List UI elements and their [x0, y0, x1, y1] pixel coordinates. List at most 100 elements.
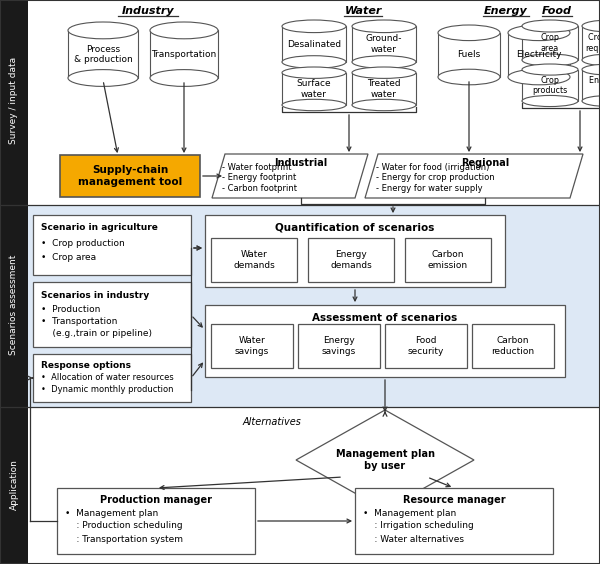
- FancyBboxPatch shape: [205, 305, 565, 377]
- Text: Carbon
reduction: Carbon reduction: [491, 336, 535, 356]
- Text: Energy
savings: Energy savings: [322, 336, 356, 356]
- Text: Assessment of scenarios: Assessment of scenarios: [313, 313, 458, 323]
- Text: Crop
area: Crop area: [541, 33, 560, 52]
- Ellipse shape: [352, 99, 416, 111]
- Text: Scenario in agriculture: Scenario in agriculture: [41, 223, 158, 232]
- FancyBboxPatch shape: [508, 33, 570, 77]
- Text: •  Production: • Production: [41, 305, 100, 314]
- Text: Process
& production: Process & production: [74, 45, 133, 64]
- FancyBboxPatch shape: [582, 26, 600, 60]
- Text: : Transportation system: : Transportation system: [65, 535, 183, 544]
- Text: Electricity: Electricity: [516, 50, 562, 59]
- Text: Survey / input data: Survey / input data: [10, 56, 19, 144]
- FancyBboxPatch shape: [355, 488, 553, 554]
- FancyBboxPatch shape: [472, 324, 554, 368]
- Ellipse shape: [582, 54, 600, 66]
- Ellipse shape: [522, 20, 578, 32]
- Ellipse shape: [438, 69, 500, 85]
- Text: Industrial: Industrial: [274, 158, 328, 168]
- FancyBboxPatch shape: [205, 215, 505, 287]
- FancyBboxPatch shape: [57, 488, 255, 554]
- Text: Water: Water: [344, 6, 382, 16]
- Text: Resource manager: Resource manager: [403, 495, 505, 505]
- FancyBboxPatch shape: [308, 238, 394, 282]
- Ellipse shape: [68, 22, 138, 39]
- Text: Energy for
food: Energy for food: [589, 76, 600, 95]
- Text: Industry: Industry: [122, 6, 175, 16]
- FancyBboxPatch shape: [28, 205, 600, 407]
- Polygon shape: [365, 154, 583, 198]
- Polygon shape: [212, 154, 368, 198]
- FancyBboxPatch shape: [211, 238, 297, 282]
- Text: Scenarios in industry: Scenarios in industry: [41, 290, 149, 299]
- FancyBboxPatch shape: [33, 215, 191, 275]
- Text: Crop water
requirement: Crop water requirement: [585, 33, 600, 52]
- FancyBboxPatch shape: [405, 238, 491, 282]
- Ellipse shape: [352, 67, 416, 78]
- Text: •  Management plan: • Management plan: [363, 509, 456, 518]
- Text: Energy
demands: Energy demands: [330, 250, 372, 270]
- Ellipse shape: [352, 20, 416, 33]
- Text: Supply-chain
management tool: Supply-chain management tool: [78, 165, 182, 187]
- Text: Application: Application: [10, 460, 19, 510]
- FancyBboxPatch shape: [522, 69, 578, 101]
- Text: Desalinated: Desalinated: [287, 39, 341, 49]
- Text: : Production scheduling: : Production scheduling: [65, 522, 182, 531]
- Text: Regional: Regional: [461, 158, 509, 168]
- Text: : Irrigation scheduling: : Irrigation scheduling: [363, 522, 474, 531]
- FancyBboxPatch shape: [522, 26, 578, 60]
- Text: Surface
water: Surface water: [296, 79, 331, 99]
- Ellipse shape: [438, 25, 500, 41]
- Ellipse shape: [150, 22, 218, 39]
- Ellipse shape: [68, 69, 138, 86]
- Text: Fuels: Fuels: [457, 50, 481, 59]
- Ellipse shape: [522, 54, 578, 66]
- Ellipse shape: [282, 99, 346, 111]
- Text: Scenarios assessment: Scenarios assessment: [10, 255, 19, 355]
- Text: •  Transportation: • Transportation: [41, 316, 118, 325]
- Text: •  Allocation of water resources: • Allocation of water resources: [41, 373, 174, 382]
- Text: (e.g.,train or pipeline): (e.g.,train or pipeline): [41, 328, 152, 337]
- Ellipse shape: [582, 20, 600, 32]
- Text: •  Crop production: • Crop production: [41, 240, 125, 249]
- Text: - Water for food (irrigation)
- Energy for crop production
- Energy for water su: - Water for food (irrigation) - Energy f…: [376, 163, 494, 193]
- Ellipse shape: [282, 20, 346, 33]
- Text: Food
security: Food security: [408, 336, 444, 356]
- Text: Energy: Energy: [484, 6, 528, 16]
- Ellipse shape: [522, 95, 578, 107]
- FancyBboxPatch shape: [33, 354, 191, 402]
- Ellipse shape: [282, 67, 346, 78]
- Ellipse shape: [582, 64, 600, 75]
- Ellipse shape: [352, 56, 416, 68]
- Text: Transportation: Transportation: [151, 50, 217, 59]
- FancyBboxPatch shape: [0, 0, 28, 564]
- FancyBboxPatch shape: [582, 69, 600, 101]
- Text: Water
demands: Water demands: [233, 250, 275, 270]
- Text: Quantification of scenarios: Quantification of scenarios: [275, 223, 434, 233]
- Text: Alternatives: Alternatives: [242, 417, 301, 427]
- Text: Water
savings: Water savings: [235, 336, 269, 356]
- FancyBboxPatch shape: [60, 155, 200, 197]
- Text: •  Management plan: • Management plan: [65, 509, 158, 518]
- Text: Food: Food: [542, 6, 572, 16]
- Ellipse shape: [582, 95, 600, 107]
- Text: Production manager: Production manager: [100, 495, 212, 505]
- Text: : Water alternatives: : Water alternatives: [363, 535, 464, 544]
- Polygon shape: [296, 410, 474, 510]
- FancyBboxPatch shape: [438, 33, 500, 77]
- FancyBboxPatch shape: [28, 0, 600, 205]
- Text: Response options: Response options: [41, 360, 131, 369]
- Ellipse shape: [282, 56, 346, 68]
- Text: •  Dynamic monthly production: • Dynamic monthly production: [41, 386, 173, 394]
- Text: Ground-
water: Ground- water: [366, 34, 402, 54]
- Ellipse shape: [150, 69, 218, 86]
- FancyBboxPatch shape: [352, 73, 416, 105]
- FancyBboxPatch shape: [68, 30, 138, 78]
- Ellipse shape: [522, 64, 578, 75]
- FancyBboxPatch shape: [282, 27, 346, 62]
- Ellipse shape: [508, 69, 570, 85]
- Text: Management plan
by user: Management plan by user: [335, 449, 434, 471]
- Text: Crop
products: Crop products: [532, 76, 568, 95]
- FancyBboxPatch shape: [150, 30, 218, 78]
- FancyBboxPatch shape: [28, 407, 600, 564]
